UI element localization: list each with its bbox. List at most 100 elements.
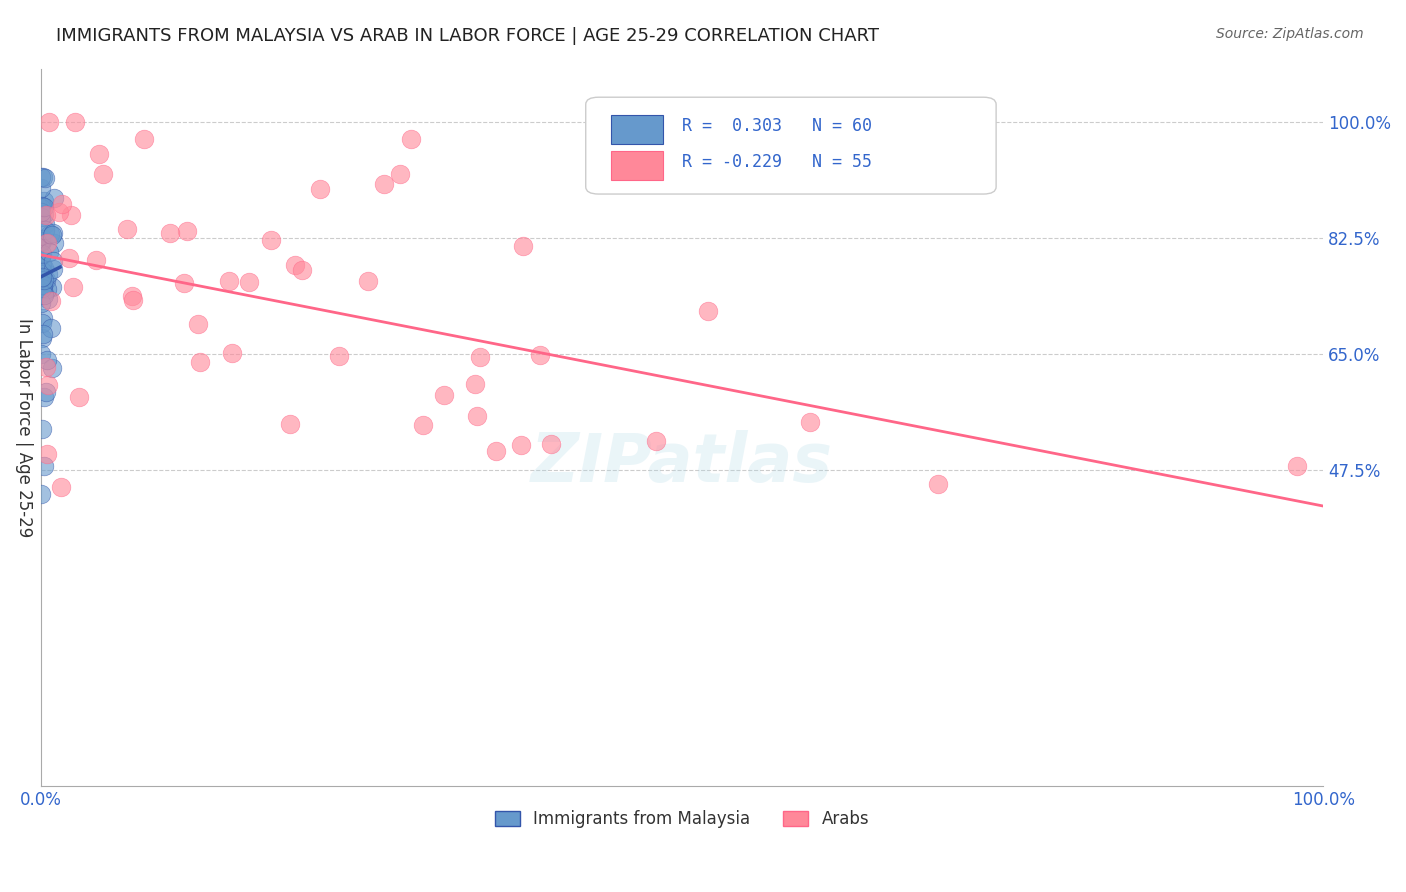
FancyBboxPatch shape xyxy=(612,115,662,144)
Point xyxy=(30,235,52,249)
Point xyxy=(927,476,949,491)
Point xyxy=(62,280,84,294)
Point xyxy=(39,294,62,309)
Point xyxy=(31,247,53,261)
Point xyxy=(41,254,63,268)
Point xyxy=(32,326,55,341)
Point xyxy=(37,292,59,306)
Point xyxy=(32,278,55,293)
Point xyxy=(41,280,63,294)
Point xyxy=(42,262,65,277)
Point xyxy=(389,167,412,181)
Point xyxy=(32,200,55,214)
Point xyxy=(399,132,422,146)
Point xyxy=(39,321,62,335)
Point xyxy=(280,417,302,431)
Point xyxy=(30,487,52,501)
Point xyxy=(35,447,58,461)
Point xyxy=(799,415,821,429)
Point xyxy=(373,177,395,191)
Point xyxy=(238,276,260,290)
Point xyxy=(121,289,143,303)
Point xyxy=(308,182,330,196)
Point xyxy=(31,310,53,325)
Point xyxy=(31,256,53,270)
Point xyxy=(44,191,66,205)
Point xyxy=(512,239,534,253)
Point xyxy=(35,282,58,296)
Point xyxy=(32,279,55,293)
Point xyxy=(31,331,53,345)
Point xyxy=(31,264,53,278)
Point xyxy=(84,252,107,267)
Point xyxy=(464,377,486,392)
Point xyxy=(328,349,350,363)
Point xyxy=(173,276,195,290)
Point xyxy=(540,437,562,451)
Point xyxy=(37,377,59,392)
Point xyxy=(31,270,53,285)
Point xyxy=(58,251,80,265)
Point xyxy=(34,207,56,221)
Point xyxy=(30,204,52,219)
Point xyxy=(132,132,155,146)
Point xyxy=(32,232,55,246)
Point xyxy=(30,296,52,310)
Point xyxy=(32,194,55,209)
Point xyxy=(42,226,65,240)
Point xyxy=(31,199,53,213)
Point xyxy=(356,274,378,288)
Point xyxy=(31,278,53,293)
Point xyxy=(284,258,307,272)
Point xyxy=(433,388,456,402)
Point xyxy=(176,224,198,238)
Point xyxy=(34,390,56,404)
Point xyxy=(30,202,52,216)
Point xyxy=(67,390,90,404)
Point xyxy=(34,222,56,236)
Point xyxy=(48,205,70,219)
Y-axis label: In Labor Force | Age 25-29: In Labor Force | Age 25-29 xyxy=(15,318,32,537)
Point xyxy=(35,353,58,368)
Point xyxy=(218,274,240,288)
Point xyxy=(412,417,434,432)
Point xyxy=(37,267,59,281)
Point xyxy=(49,480,72,494)
Point xyxy=(645,434,668,448)
Point xyxy=(51,197,73,211)
Point xyxy=(30,170,52,185)
Point xyxy=(32,286,55,301)
Point xyxy=(30,210,52,224)
Point xyxy=(35,384,58,399)
Point xyxy=(60,207,83,221)
Text: ZIPatlas: ZIPatlas xyxy=(531,430,832,496)
Point xyxy=(188,354,211,368)
Point xyxy=(63,114,86,128)
Point xyxy=(485,444,508,458)
Text: R =  0.303   N = 60: R = 0.303 N = 60 xyxy=(682,117,872,135)
Point xyxy=(41,228,63,243)
Point xyxy=(122,293,145,307)
Text: R = -0.229   N = 55: R = -0.229 N = 55 xyxy=(682,153,872,170)
Point xyxy=(31,281,53,295)
Point xyxy=(37,235,59,250)
Point xyxy=(260,233,283,247)
Point xyxy=(32,288,55,302)
Point xyxy=(509,438,531,452)
Point xyxy=(93,167,115,181)
FancyBboxPatch shape xyxy=(612,151,662,179)
Point xyxy=(38,245,60,260)
Point xyxy=(470,350,492,364)
Point xyxy=(30,235,52,250)
Point xyxy=(30,181,52,195)
Point xyxy=(41,360,63,375)
Point xyxy=(32,260,55,275)
Point xyxy=(696,304,718,318)
Point xyxy=(34,171,56,186)
Point xyxy=(31,234,53,248)
Point xyxy=(159,226,181,240)
Point xyxy=(31,270,53,285)
Point xyxy=(30,347,52,361)
Point xyxy=(35,208,58,222)
Point xyxy=(30,199,52,213)
